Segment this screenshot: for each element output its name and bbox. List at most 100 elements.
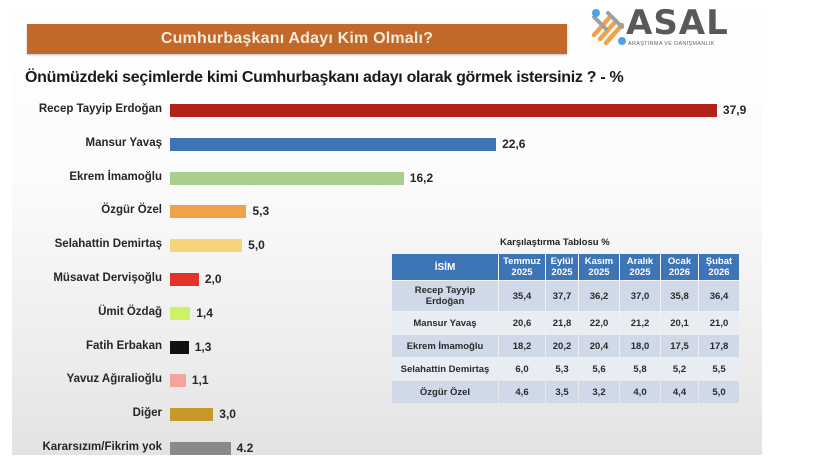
bar-label: Mansur Yavaş (85, 136, 162, 149)
value-cell: 21,0 (699, 312, 739, 334)
column-header-feb-2026: Şubat 2026 (699, 254, 739, 280)
bar (170, 171, 404, 185)
bar (170, 104, 717, 117)
bar-value-label: 5,0 (248, 238, 265, 253)
bar-row: Ekrem İmamoğlu 16,2 (0, 170, 820, 186)
bar-row: Özgür Özel 5,3 (0, 204, 820, 219)
bar (170, 340, 189, 354)
asal-logo-icon (591, 9, 626, 46)
value-cell: 5,8 (620, 358, 660, 380)
table-row: Özgür Özel 4,6 3,5 3,2 4,0 4,4 5,0 (392, 381, 739, 403)
value-cell: 18,0 (620, 335, 660, 357)
candidate-name-cell: Mansur Yavaş (392, 312, 498, 334)
bar (170, 306, 191, 320)
value-cell: 22,0 (579, 312, 619, 334)
value-cell: 36,2 (579, 281, 619, 311)
value-cell: 5,3 (546, 358, 578, 380)
table-title: Karşılaştırma Tablosu % (500, 237, 610, 248)
bar-row: Recep Tayyip Erdoğan 37,9 (0, 103, 820, 118)
bar-label: Diğer (132, 407, 162, 420)
table-row: Recep Tayyip Erdoğan 35,4 37,7 36,2 37,0 35,8 3… (392, 281, 739, 311)
bar-row: Fatih Erbakan 1,3 (0, 339, 820, 355)
comparison-table: İSİM Temmuz 2025 Eylül 2025 Kasım 2025 Aral… (391, 253, 740, 404)
bar-value-label: 4.2 (236, 441, 254, 455)
bar (170, 137, 497, 151)
bar-row: Selahattin Demirtaş 5,0 (0, 238, 820, 253)
value-cell: 5,0 (699, 381, 739, 403)
column-header-nov-2025: Kasım 2025 (579, 254, 619, 280)
bar-label: Ekrem İmamoğlu (69, 170, 162, 183)
value-cell: 5,6 (579, 358, 619, 380)
candidate-name-cell: Selahattin Demirtaş (392, 358, 498, 380)
value-cell: 35,4 (499, 281, 545, 311)
value-cell: 17,8 (699, 335, 739, 357)
column-header-dec-2025: Aralık 2025 (620, 254, 660, 280)
column-header-sep-2025: Eylül 2025 (546, 254, 578, 280)
bar-value-label: 16,2 (409, 170, 434, 185)
table-row: Mansur Yavaş 20,6 21,8 22,0 21,2 20,1 21,0 (392, 312, 739, 334)
value-cell: 18,2 (499, 335, 545, 357)
bar-value-label: 5,3 (252, 204, 270, 219)
value-cell: 21,8 (546, 312, 578, 334)
candidate-name-cell: Özgür Özel (392, 381, 498, 403)
chart-question: Önümüzdeki seçimlerde kimi Cumhurbaşkanı… (25, 69, 624, 86)
table-row: Ekrem İmamoğlu 18,2 20,2 20,4 18,0 17,5 17,8 (392, 335, 739, 357)
banner-title: Cumhurbaşkanı Adayı Kim Olmalı? (160, 30, 434, 47)
value-cell: 5,5 (699, 358, 739, 380)
value-cell: 21,2 (620, 312, 660, 334)
bar-value-label: 2,0 (204, 272, 222, 286)
bar-row: Diğer 3,0 (0, 407, 820, 422)
bar-label: Müsavat Dervişoğlu (53, 272, 162, 284)
bar-label: Selahattin Demirtaş (54, 238, 162, 251)
bar (170, 239, 243, 253)
value-cell: 37,0 (620, 281, 660, 311)
column-header-jul-2025: Temmuz 2025 (499, 254, 545, 280)
value-cell: 20,2 (546, 335, 578, 357)
bar-label: Fatih Erbakan (85, 339, 162, 352)
table-header-row: İSİM Temmuz 2025 Eylül 2025 Kasım 2025 Aral… (392, 254, 739, 280)
candidate-name-cell: Ekrem İmamoğlu (392, 335, 498, 357)
bar-value-label: 1,1 (191, 373, 209, 388)
value-cell: 36,4 (699, 281, 739, 311)
bar-value-label: 37,9 (722, 103, 747, 117)
bar (170, 374, 186, 388)
bar-label: Recep Tayyip Erdoğan (38, 103, 162, 115)
bar (170, 408, 214, 422)
value-cell: 37,7 (546, 281, 578, 311)
title-banner: Cumhurbaşkanı Adayı Kim Olmalı? (27, 24, 567, 54)
bar-value-label: 22,6 (502, 136, 526, 151)
bar (170, 273, 199, 286)
value-cell: 20,1 (661, 312, 698, 334)
bar (170, 205, 247, 219)
value-cell: 20,4 (579, 335, 619, 357)
value-cell: 3,2 (579, 381, 619, 403)
value-cell: 4,6 (499, 381, 545, 403)
bar-value-label: 1,3 (194, 339, 212, 354)
bar-row: Mansur Yavaş 22,6 (0, 136, 820, 152)
table-row: Selahattin Demirtaş 6,0 5,3 5,6 5,8 5,2 5,5 (392, 358, 739, 380)
value-cell: 17,5 (661, 335, 698, 357)
value-cell: 6,0 (499, 358, 545, 380)
bar-row: Müsavat Dervişoğlu 2,0 (0, 272, 820, 287)
bar-value-label: 3,0 (219, 407, 236, 422)
bar-label: Kararsızım/Fikrim yok (42, 441, 162, 453)
value-cell: 5,2 (661, 358, 698, 380)
logo-wordmark: ASAL (626, 3, 729, 43)
candidate-name-cell: Recep Tayyip Erdoğan (392, 281, 498, 311)
value-cell: 20,6 (499, 312, 545, 334)
logo-subtitle: ARAŞTIRMA VE DANIŞMANLIK (628, 41, 715, 47)
asal-logo: ASAL ARAŞTIRMA VE DANIŞMANLIK (588, 3, 738, 50)
column-header-name: İSİM (392, 254, 498, 280)
value-cell: 4,0 (620, 381, 660, 403)
bar-row: Kararsızım/Fikrim yok 4.2 (0, 441, 820, 456)
value-cell: 3,5 (546, 381, 578, 403)
bar-row: Ümit Özdağ 1,4 (0, 305, 820, 321)
value-cell: 35,8 (661, 281, 698, 311)
bar-label: Ümit Özdağ (98, 305, 162, 318)
bar-row: Yavuz Ağıralioğlu 1,1 (0, 373, 820, 388)
value-cell: 4,4 (661, 381, 698, 403)
bar-value-label: 1,4 (196, 305, 213, 320)
bar (170, 442, 231, 455)
bar-label: Özgür Özel (101, 204, 162, 217)
bar-label: Yavuz Ağıralioğlu (66, 373, 162, 386)
